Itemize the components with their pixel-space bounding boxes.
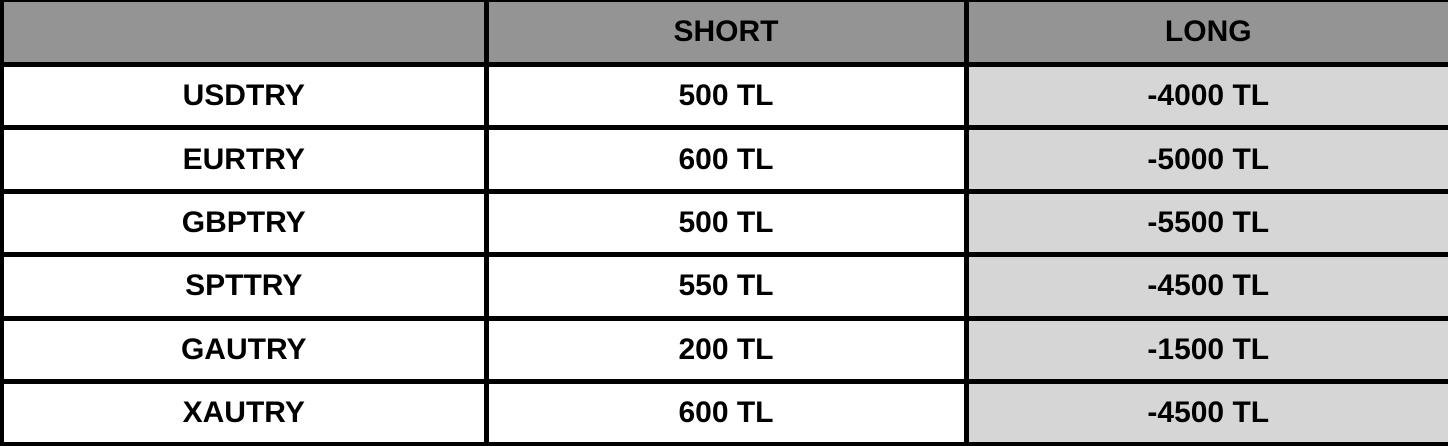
- long-value-cell: -4500 TL: [963, 252, 1448, 321]
- table-row: SPTTRY 550 TL -4500 TL: [0, 252, 1448, 321]
- short-value-cell: 600 TL: [483, 125, 969, 194]
- table-row: USDTRY 500 TL -4000 TL: [0, 61, 1448, 131]
- long-value-cell: -5500 TL: [963, 188, 1448, 258]
- symbol-cell: SPTTRY: [0, 252, 489, 321]
- long-value-cell: -4500 TL: [963, 378, 1448, 446]
- short-value-cell: 500 TL: [483, 188, 969, 258]
- short-value-cell: 550 TL: [483, 252, 969, 321]
- long-value-cell: -5000 TL: [963, 125, 1448, 194]
- long-value-cell: -4000 TL: [963, 61, 1448, 131]
- header-row: SHORT LONG: [0, 0, 1448, 67]
- symbol-cell: EURTRY: [0, 125, 489, 194]
- table-row: XAUTRY 600 TL -4500 TL: [0, 378, 1448, 446]
- short-value-cell: 600 TL: [483, 378, 969, 446]
- table-row: GBPTRY 500 TL -5500 TL: [0, 188, 1448, 258]
- header-cell-long: LONG: [963, 0, 1448, 67]
- symbol-cell: USDTRY: [0, 61, 489, 131]
- table-row: EURTRY 600 TL -5000 TL: [0, 125, 1448, 194]
- symbol-cell: GBPTRY: [0, 188, 489, 258]
- symbol-cell: XAUTRY: [0, 378, 489, 446]
- header-cell-short: SHORT: [483, 0, 969, 67]
- symbol-cell: GAUTRY: [0, 315, 489, 384]
- table-row: GAUTRY 200 TL -1500 TL: [0, 315, 1448, 384]
- short-value-cell: 500 TL: [483, 61, 969, 131]
- header-cell-symbol: [0, 0, 489, 67]
- short-value-cell: 200 TL: [483, 315, 969, 384]
- long-value-cell: -1500 TL: [963, 315, 1448, 384]
